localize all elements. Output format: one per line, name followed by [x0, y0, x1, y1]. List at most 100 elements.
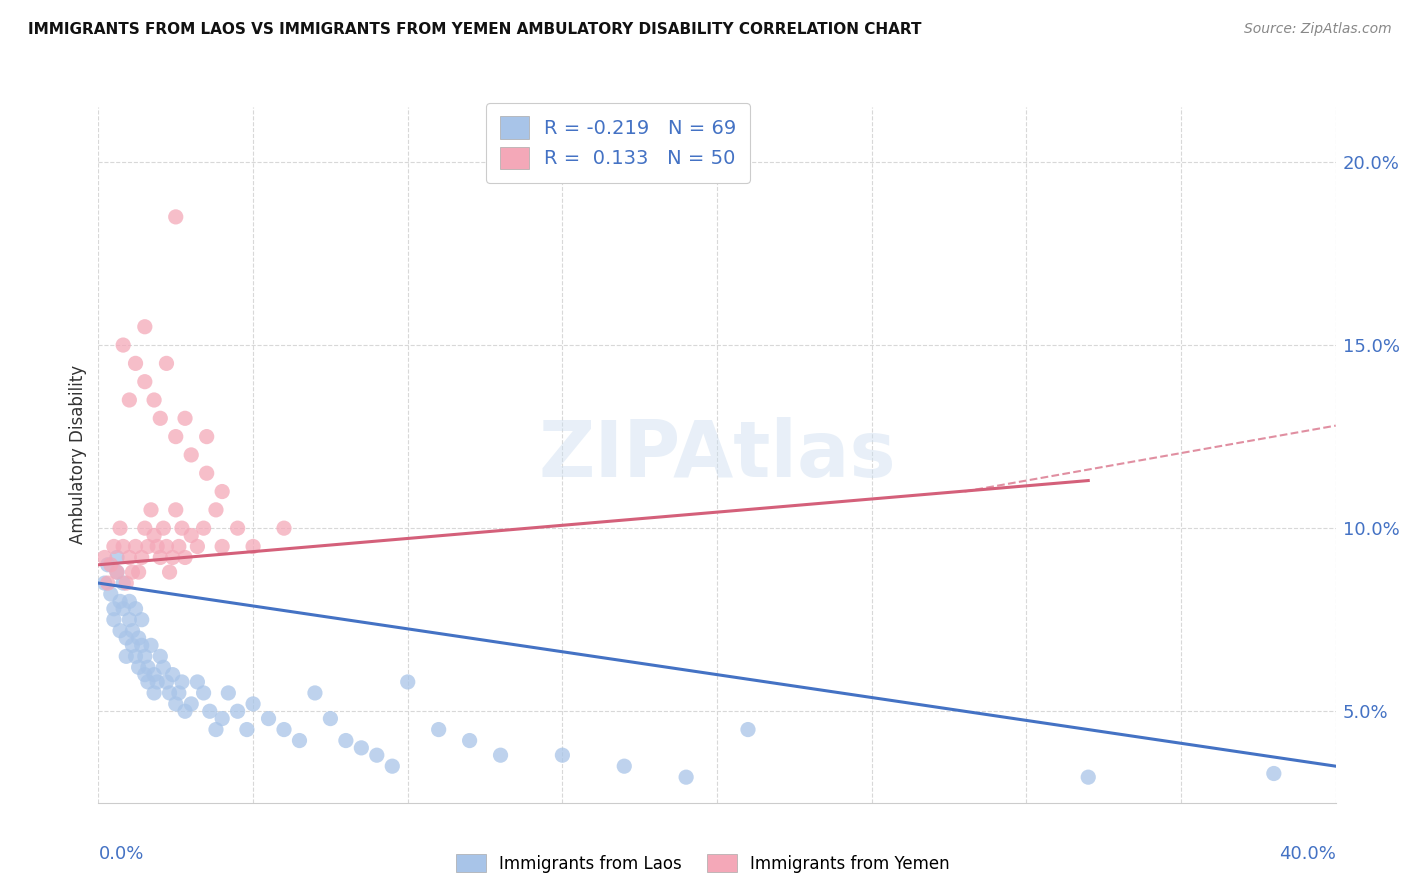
- Point: [103, 601, 125, 615]
- Point: [335, 733, 357, 747]
- Point: [381, 759, 404, 773]
- Point: [118, 550, 141, 565]
- Point: [143, 686, 166, 700]
- Point: [128, 631, 150, 645]
- Text: 40.0%: 40.0%: [1279, 845, 1336, 863]
- Point: [167, 686, 190, 700]
- Point: [124, 649, 146, 664]
- Point: [180, 448, 202, 462]
- Point: [112, 338, 135, 352]
- Point: [205, 723, 228, 737]
- Legend: R = -0.219   N = 69, R =  0.133   N = 50: R = -0.219 N = 69, R = 0.133 N = 50: [486, 103, 751, 183]
- Point: [124, 540, 146, 554]
- Point: [159, 565, 181, 579]
- Point: [105, 565, 128, 579]
- Point: [1263, 766, 1285, 780]
- Point: [737, 723, 759, 737]
- Point: [136, 540, 159, 554]
- Point: [165, 697, 187, 711]
- Point: [134, 375, 156, 389]
- Point: [134, 521, 156, 535]
- Point: [136, 660, 159, 674]
- Point: [174, 704, 197, 718]
- Point: [103, 613, 125, 627]
- Point: [489, 748, 512, 763]
- Point: [97, 576, 120, 591]
- Point: [139, 638, 162, 652]
- Point: [105, 550, 128, 565]
- Point: [103, 540, 125, 554]
- Point: [396, 675, 419, 690]
- Point: [195, 467, 218, 481]
- Point: [195, 429, 218, 443]
- Point: [211, 484, 233, 499]
- Point: [159, 686, 181, 700]
- Point: [118, 392, 141, 407]
- Point: [174, 411, 197, 425]
- Point: [170, 675, 193, 690]
- Text: IMMIGRANTS FROM LAOS VS IMMIGRANTS FROM YEMEN AMBULATORY DISABILITY CORRELATION : IMMIGRANTS FROM LAOS VS IMMIGRANTS FROM …: [28, 22, 921, 37]
- Point: [115, 631, 138, 645]
- Point: [108, 624, 131, 638]
- Point: [193, 686, 215, 700]
- Point: [121, 638, 143, 652]
- Point: [93, 550, 115, 565]
- Point: [152, 521, 174, 535]
- Point: [211, 712, 233, 726]
- Point: [143, 667, 166, 681]
- Point: [165, 503, 187, 517]
- Point: [152, 660, 174, 674]
- Point: [205, 503, 228, 517]
- Point: [174, 550, 197, 565]
- Point: [257, 712, 280, 726]
- Point: [118, 613, 141, 627]
- Legend: Immigrants from Laos, Immigrants from Yemen: Immigrants from Laos, Immigrants from Ye…: [450, 847, 956, 880]
- Point: [134, 649, 156, 664]
- Point: [121, 624, 143, 638]
- Point: [551, 748, 574, 763]
- Point: [226, 704, 249, 718]
- Point: [180, 528, 202, 542]
- Point: [149, 411, 172, 425]
- Point: [112, 601, 135, 615]
- Text: ZIPAtlas: ZIPAtlas: [538, 417, 896, 493]
- Point: [97, 558, 120, 572]
- Point: [108, 594, 131, 608]
- Point: [165, 210, 187, 224]
- Point: [112, 576, 135, 591]
- Point: [124, 356, 146, 370]
- Point: [1077, 770, 1099, 784]
- Point: [162, 550, 184, 565]
- Point: [273, 723, 295, 737]
- Point: [170, 521, 193, 535]
- Point: [139, 503, 162, 517]
- Point: [304, 686, 326, 700]
- Point: [143, 392, 166, 407]
- Point: [242, 697, 264, 711]
- Point: [288, 733, 311, 747]
- Point: [226, 521, 249, 535]
- Point: [186, 675, 208, 690]
- Point: [350, 740, 373, 755]
- Point: [217, 686, 239, 700]
- Point: [149, 649, 172, 664]
- Point: [112, 540, 135, 554]
- Text: Source: ZipAtlas.com: Source: ZipAtlas.com: [1244, 22, 1392, 37]
- Point: [128, 565, 150, 579]
- Point: [186, 540, 208, 554]
- Point: [319, 712, 342, 726]
- Point: [198, 704, 221, 718]
- Point: [105, 565, 128, 579]
- Point: [236, 723, 259, 737]
- Point: [149, 550, 172, 565]
- Point: [115, 649, 138, 664]
- Point: [167, 540, 190, 554]
- Point: [242, 540, 264, 554]
- Point: [155, 675, 177, 690]
- Point: [93, 576, 115, 591]
- Point: [128, 660, 150, 674]
- Point: [134, 667, 156, 681]
- Point: [131, 550, 153, 565]
- Point: [108, 521, 131, 535]
- Point: [193, 521, 215, 535]
